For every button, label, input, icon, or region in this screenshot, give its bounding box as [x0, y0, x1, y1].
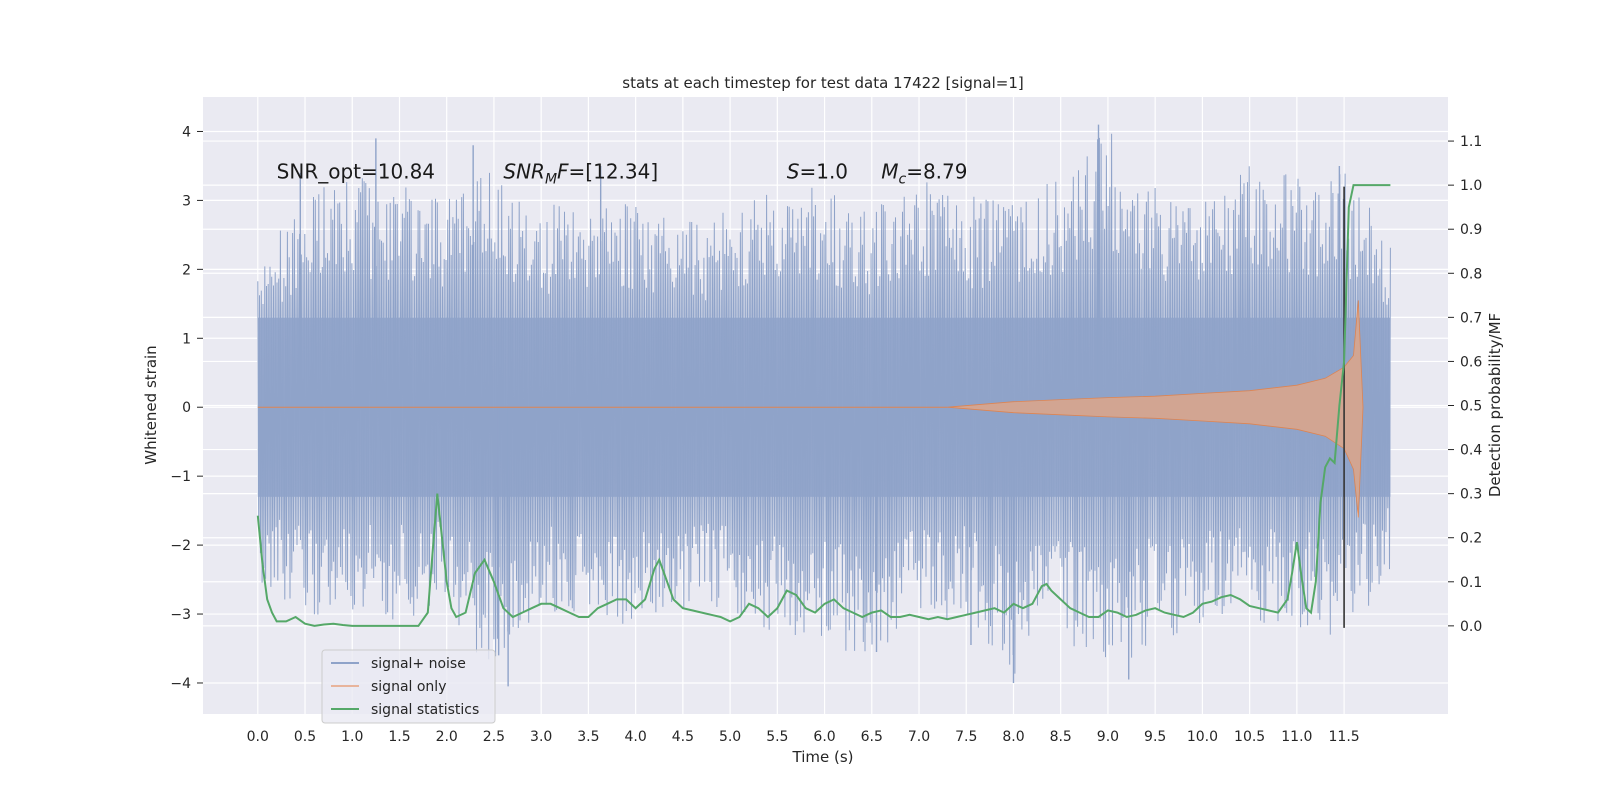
- y-right-tick-label: 0.4: [1460, 443, 1482, 459]
- x-tick-label: 1.0: [341, 729, 363, 745]
- x-tick-label: 3.0: [530, 729, 552, 745]
- annotation-part: =1.0: [799, 159, 848, 183]
- x-tick-label: 0.5: [294, 729, 316, 745]
- annotation-part: S: [787, 159, 800, 183]
- annotation-subscript: c: [898, 171, 906, 187]
- y-right-tick-label: 0.8: [1460, 266, 1482, 282]
- y-tick-label: 0: [182, 400, 191, 416]
- x-tick-label: 8.5: [1050, 729, 1072, 745]
- statistics-line: [256, 184, 1391, 627]
- y-tick-label: 1: [182, 331, 191, 347]
- x-tick-label: 11.5: [1329, 729, 1360, 745]
- x-tick-label: 1.5: [388, 729, 410, 745]
- x-tick-label: 11.0: [1281, 729, 1312, 745]
- x-tick-label: 0.0: [247, 729, 269, 745]
- legend-label-signal-only: signal only: [371, 679, 446, 695]
- annotations: SNR_opt=10.84 SNRMF=[12.34] S=1.0 Mc=8.79: [277, 159, 968, 187]
- signal-chirp: [947, 300, 1364, 518]
- series-signal-statistics: [256, 184, 1391, 627]
- y-tick-label: −2: [170, 538, 191, 554]
- x-tick-label: 6.0: [813, 729, 835, 745]
- y-axis-ticks: −4 −3 −2 −1 0 1 2 3 4: [170, 124, 203, 692]
- legend-label-signal-statistics: signal statistics: [371, 702, 479, 718]
- x-tick-label: 6.5: [861, 729, 883, 745]
- y-tick-label: 3: [182, 193, 191, 209]
- y-right-tick-label: 0.5: [1460, 399, 1482, 415]
- legend-box: [321, 649, 496, 724]
- annotation-part: =8.79: [906, 159, 967, 183]
- y-tick-label: −1: [170, 469, 191, 485]
- x-tick-label: 7.0: [908, 729, 930, 745]
- y-right-tick-label: 0.2: [1460, 531, 1482, 547]
- x-tick-label: 5.0: [719, 729, 741, 745]
- x-axis-label: Time (s): [792, 748, 854, 766]
- annotation-subscript: M: [545, 171, 557, 187]
- x-tick-label: 9.0: [1097, 729, 1119, 745]
- y-right-tick-label: 0.7: [1460, 310, 1482, 326]
- y-right-tick-label: 0.1: [1460, 575, 1482, 591]
- y-axis-label: Whitened strain: [142, 345, 160, 464]
- y-right-axis-label: Detection probability/MF: [1486, 313, 1504, 497]
- y-right-tick-label: 1.1: [1460, 134, 1482, 150]
- chart-title: stats at each timestep for test data 174…: [622, 74, 1023, 92]
- y-right-tick-label: 0.0: [1460, 619, 1482, 635]
- annotation-part: M: [881, 159, 898, 183]
- y-right-tick-label: 0.9: [1460, 222, 1482, 238]
- y-tick-label: 2: [182, 262, 191, 278]
- x-tick-label: 10.0: [1187, 729, 1218, 745]
- annotation: SNRMF=[12.34]: [503, 159, 658, 187]
- x-tick-label: 4.0: [624, 729, 646, 745]
- x-tick-label: 3.5: [577, 729, 599, 745]
- series-signal-only: [257, 300, 1364, 518]
- annotation-part: SNR: [503, 159, 545, 183]
- y-right-axis-ticks: 0.0 0.1 0.2 0.3 0.4 0.5 0.6 0.7 0.8 0.9 1.0 1.1: [1448, 134, 1482, 635]
- annotation-part: =[12.34]: [569, 159, 659, 183]
- annotation: SNR_opt=10.84: [277, 159, 435, 183]
- x-tick-label: 10.5: [1234, 729, 1265, 745]
- x-tick-label: 4.5: [672, 729, 694, 745]
- y-right-tick-label: 0.6: [1460, 354, 1482, 370]
- annotation-part: F: [557, 159, 569, 183]
- annotation: S=1.0: [787, 159, 848, 183]
- y-right-tick-label: 0.3: [1460, 487, 1482, 503]
- x-tick-label: 5.5: [766, 729, 788, 745]
- x-tick-label: 9.5: [1144, 729, 1166, 745]
- legend: signal+ noise signal only signal statist…: [321, 649, 496, 724]
- x-tick-label: 7.5: [955, 729, 977, 745]
- x-tick-label: 8.0: [1002, 729, 1024, 745]
- y-right-tick-label: 1.0: [1460, 178, 1482, 194]
- x-axis-ticks: 0.0 0.5 1.0 1.5 2.0 2.5 3.0 3.5 4.0 4.5 5.0 5.5 6.0 6…: [247, 729, 1360, 745]
- annotation: Mc=8.79: [881, 159, 967, 187]
- noise-trace: [257, 133, 1391, 674]
- y-tick-label: 4: [182, 124, 191, 140]
- y-tick-label: −3: [170, 607, 191, 623]
- y-tick-label: −4: [170, 676, 191, 692]
- x-tick-label: 2.0: [436, 729, 458, 745]
- legend-label-signal-noise: signal+ noise: [371, 656, 466, 672]
- x-tick-label: 2.5: [483, 729, 505, 745]
